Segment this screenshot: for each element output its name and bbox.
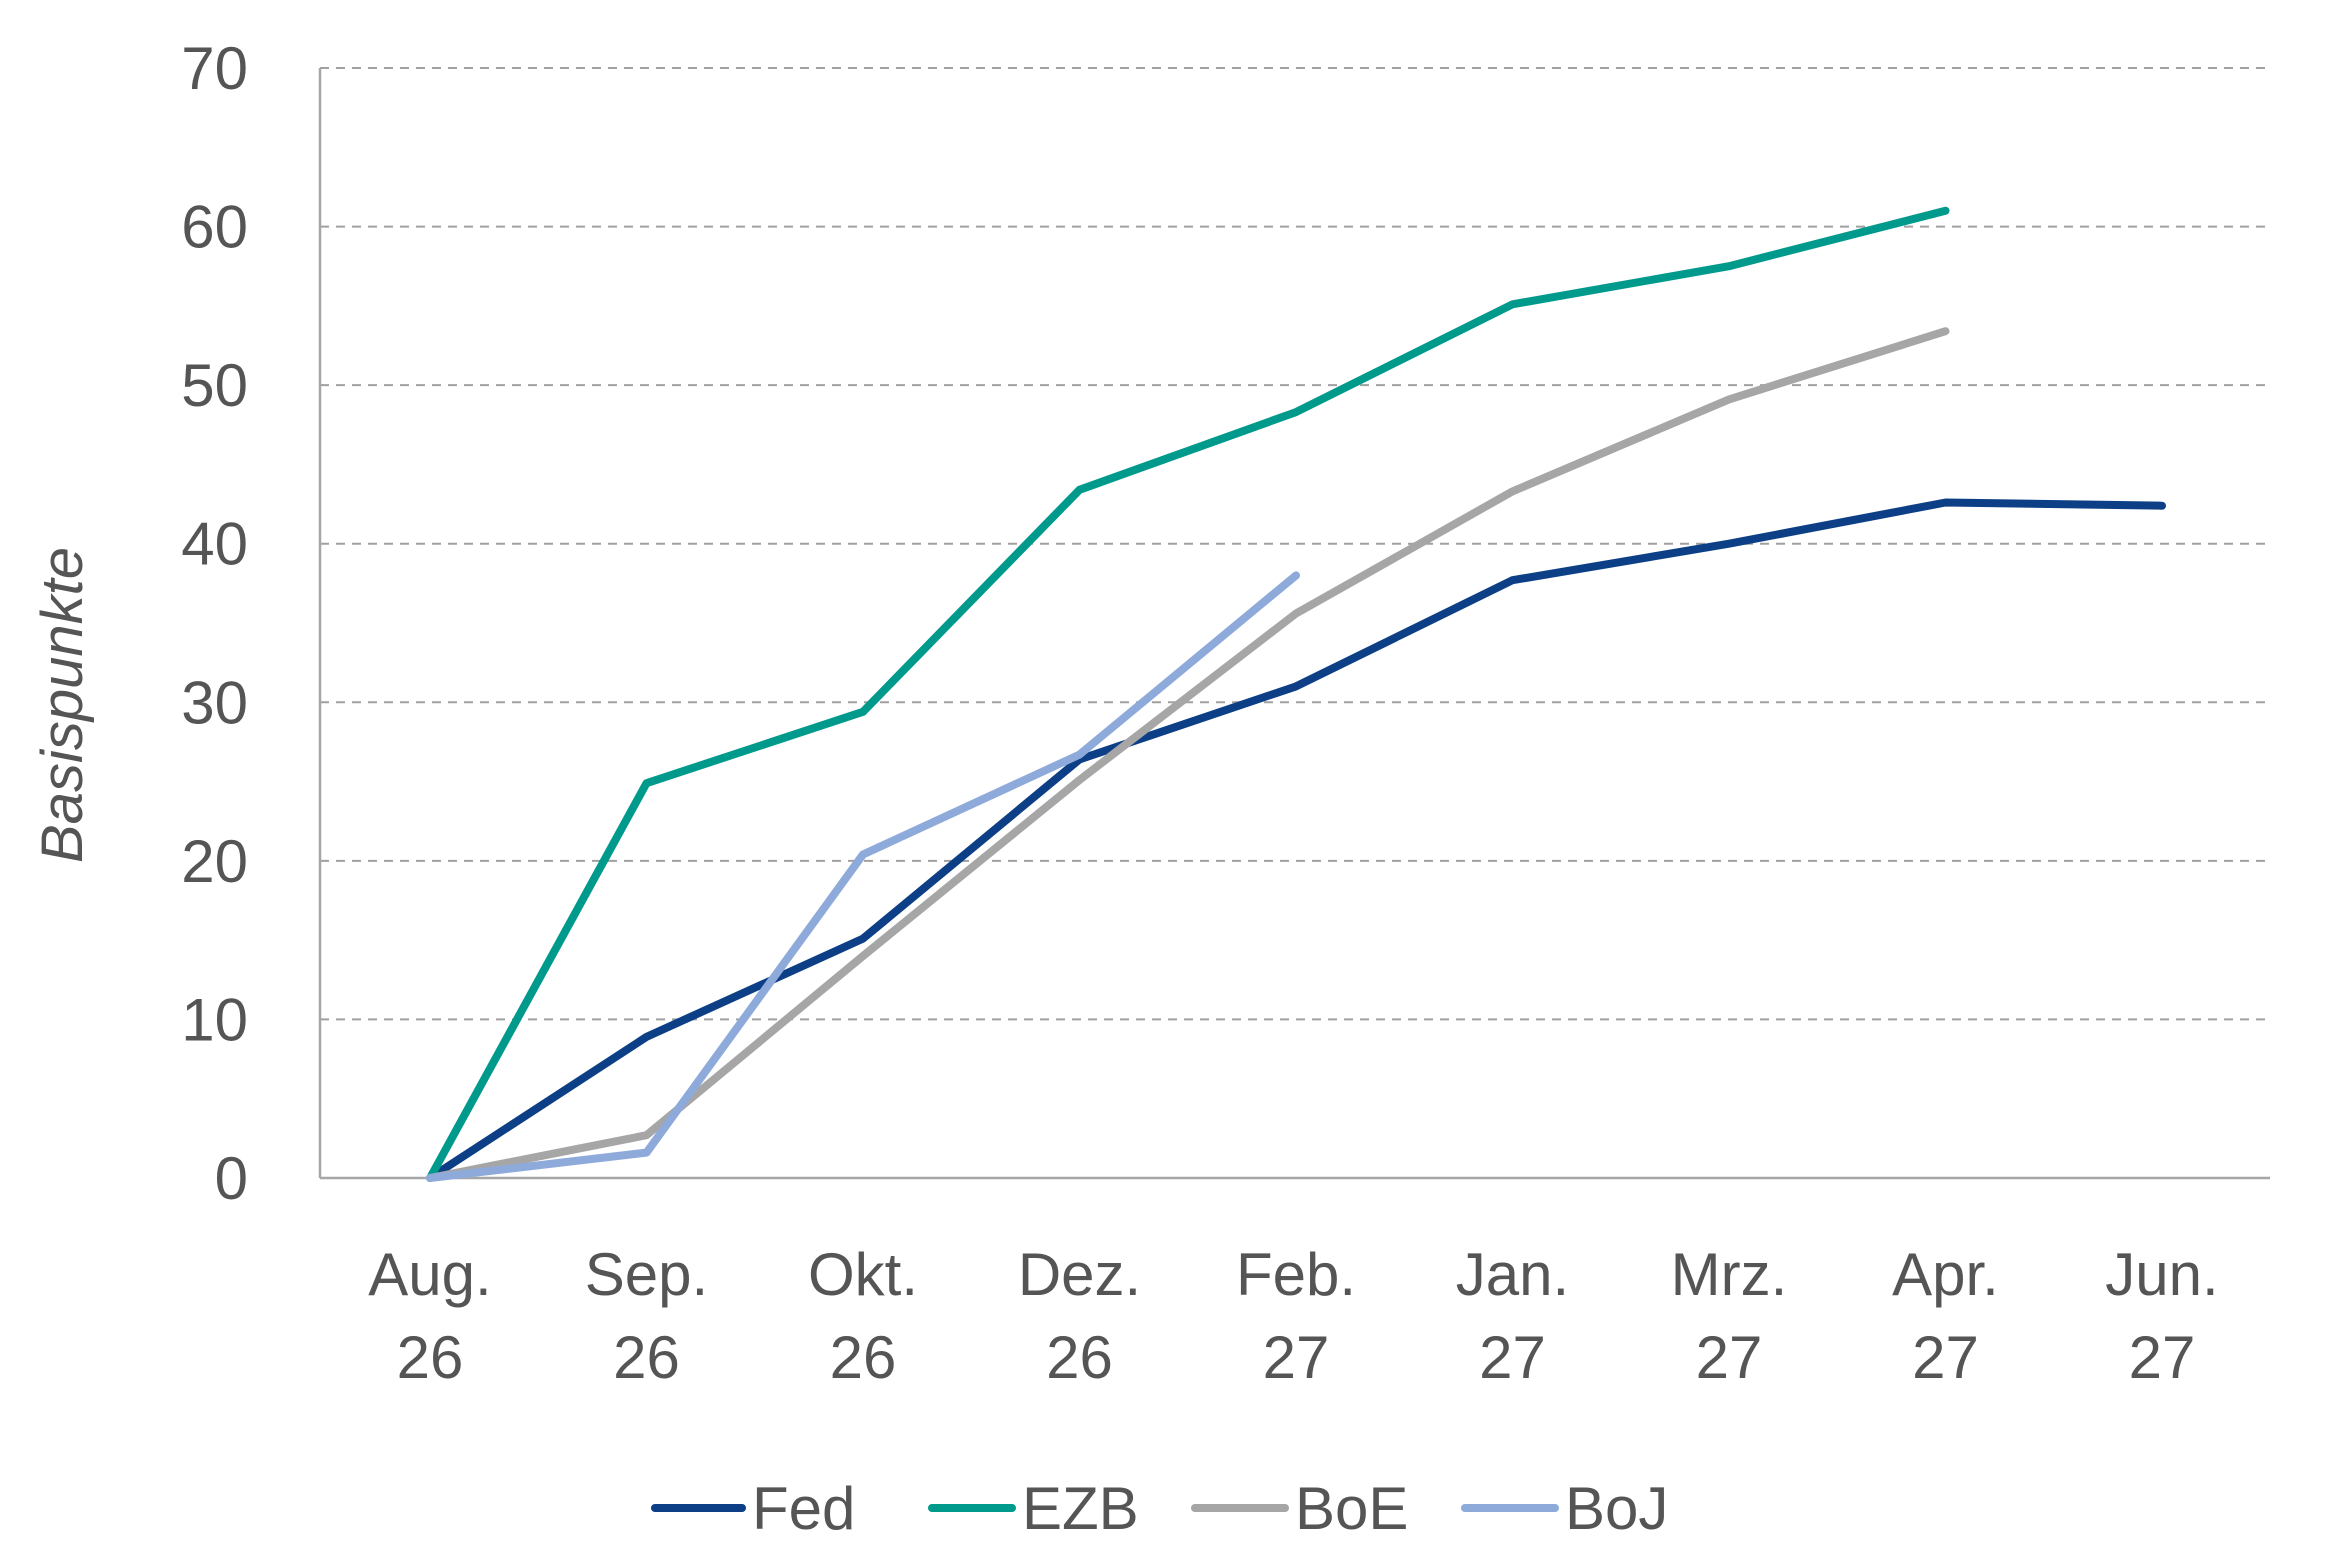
- legend-item-fed: Fed: [651, 1475, 855, 1542]
- y-tick-label: 20: [181, 828, 248, 895]
- x-tick-label: Feb. 27: [1236, 1241, 1356, 1391]
- x-tick-labels: Aug. 26 Sep. 26 Okt. 26 Dez. 26 Feb. 27 Jan. 27 Mrz.…: [368, 1241, 2218, 1391]
- x-tick-label: Mrz. 27: [1671, 1241, 1788, 1391]
- legend-label: BoE: [1295, 1475, 1408, 1542]
- axes: [318, 68, 2270, 1180]
- y-tick-label: 10: [181, 986, 248, 1053]
- x-tick-label: Jan. 27: [1456, 1241, 1569, 1391]
- legend-item-boj: BoJ: [1461, 1475, 1668, 1542]
- x-tick-label: Dez. 26: [1018, 1241, 1141, 1391]
- series-line-fed: [426, 498, 2166, 1182]
- y-tick-label: 0: [215, 1145, 248, 1212]
- y-tick-label: 70: [181, 35, 248, 102]
- x-tick-label: Okt. 26: [808, 1241, 918, 1391]
- series-line-boe: [426, 327, 1950, 1182]
- y-tick-label: 60: [181, 194, 248, 261]
- legend-label: BoJ: [1565, 1475, 1668, 1542]
- series-line-ezb: [426, 206, 1950, 1182]
- y-axis-title: Basispunkte: [30, 547, 95, 863]
- legend-item-ezb: EZB: [928, 1475, 1139, 1542]
- x-tick-label: Sep. 26: [585, 1241, 708, 1391]
- legend-label: EZB: [1022, 1475, 1139, 1542]
- series-line-boj: [426, 571, 1300, 1182]
- x-tick-label: Aug. 26: [368, 1241, 491, 1391]
- y-tick-label: 50: [181, 352, 248, 419]
- x-tick-label: Jun. 27: [2105, 1241, 2218, 1391]
- y-tick-label: 40: [181, 511, 248, 578]
- y-tick-label: 30: [181, 669, 248, 736]
- legend-item-boe: BoE: [1191, 1475, 1408, 1542]
- legend: Fed EZB BoE BoJ: [651, 1475, 1668, 1542]
- gridlines: [320, 67, 2270, 1021]
- y-tick-labels: 0 10 20 30 40 50 60 70: [181, 35, 248, 1212]
- legend-label: Fed: [752, 1475, 855, 1542]
- series-lines: [426, 206, 2166, 1182]
- x-tick-label: Apr. 27: [1892, 1241, 1999, 1391]
